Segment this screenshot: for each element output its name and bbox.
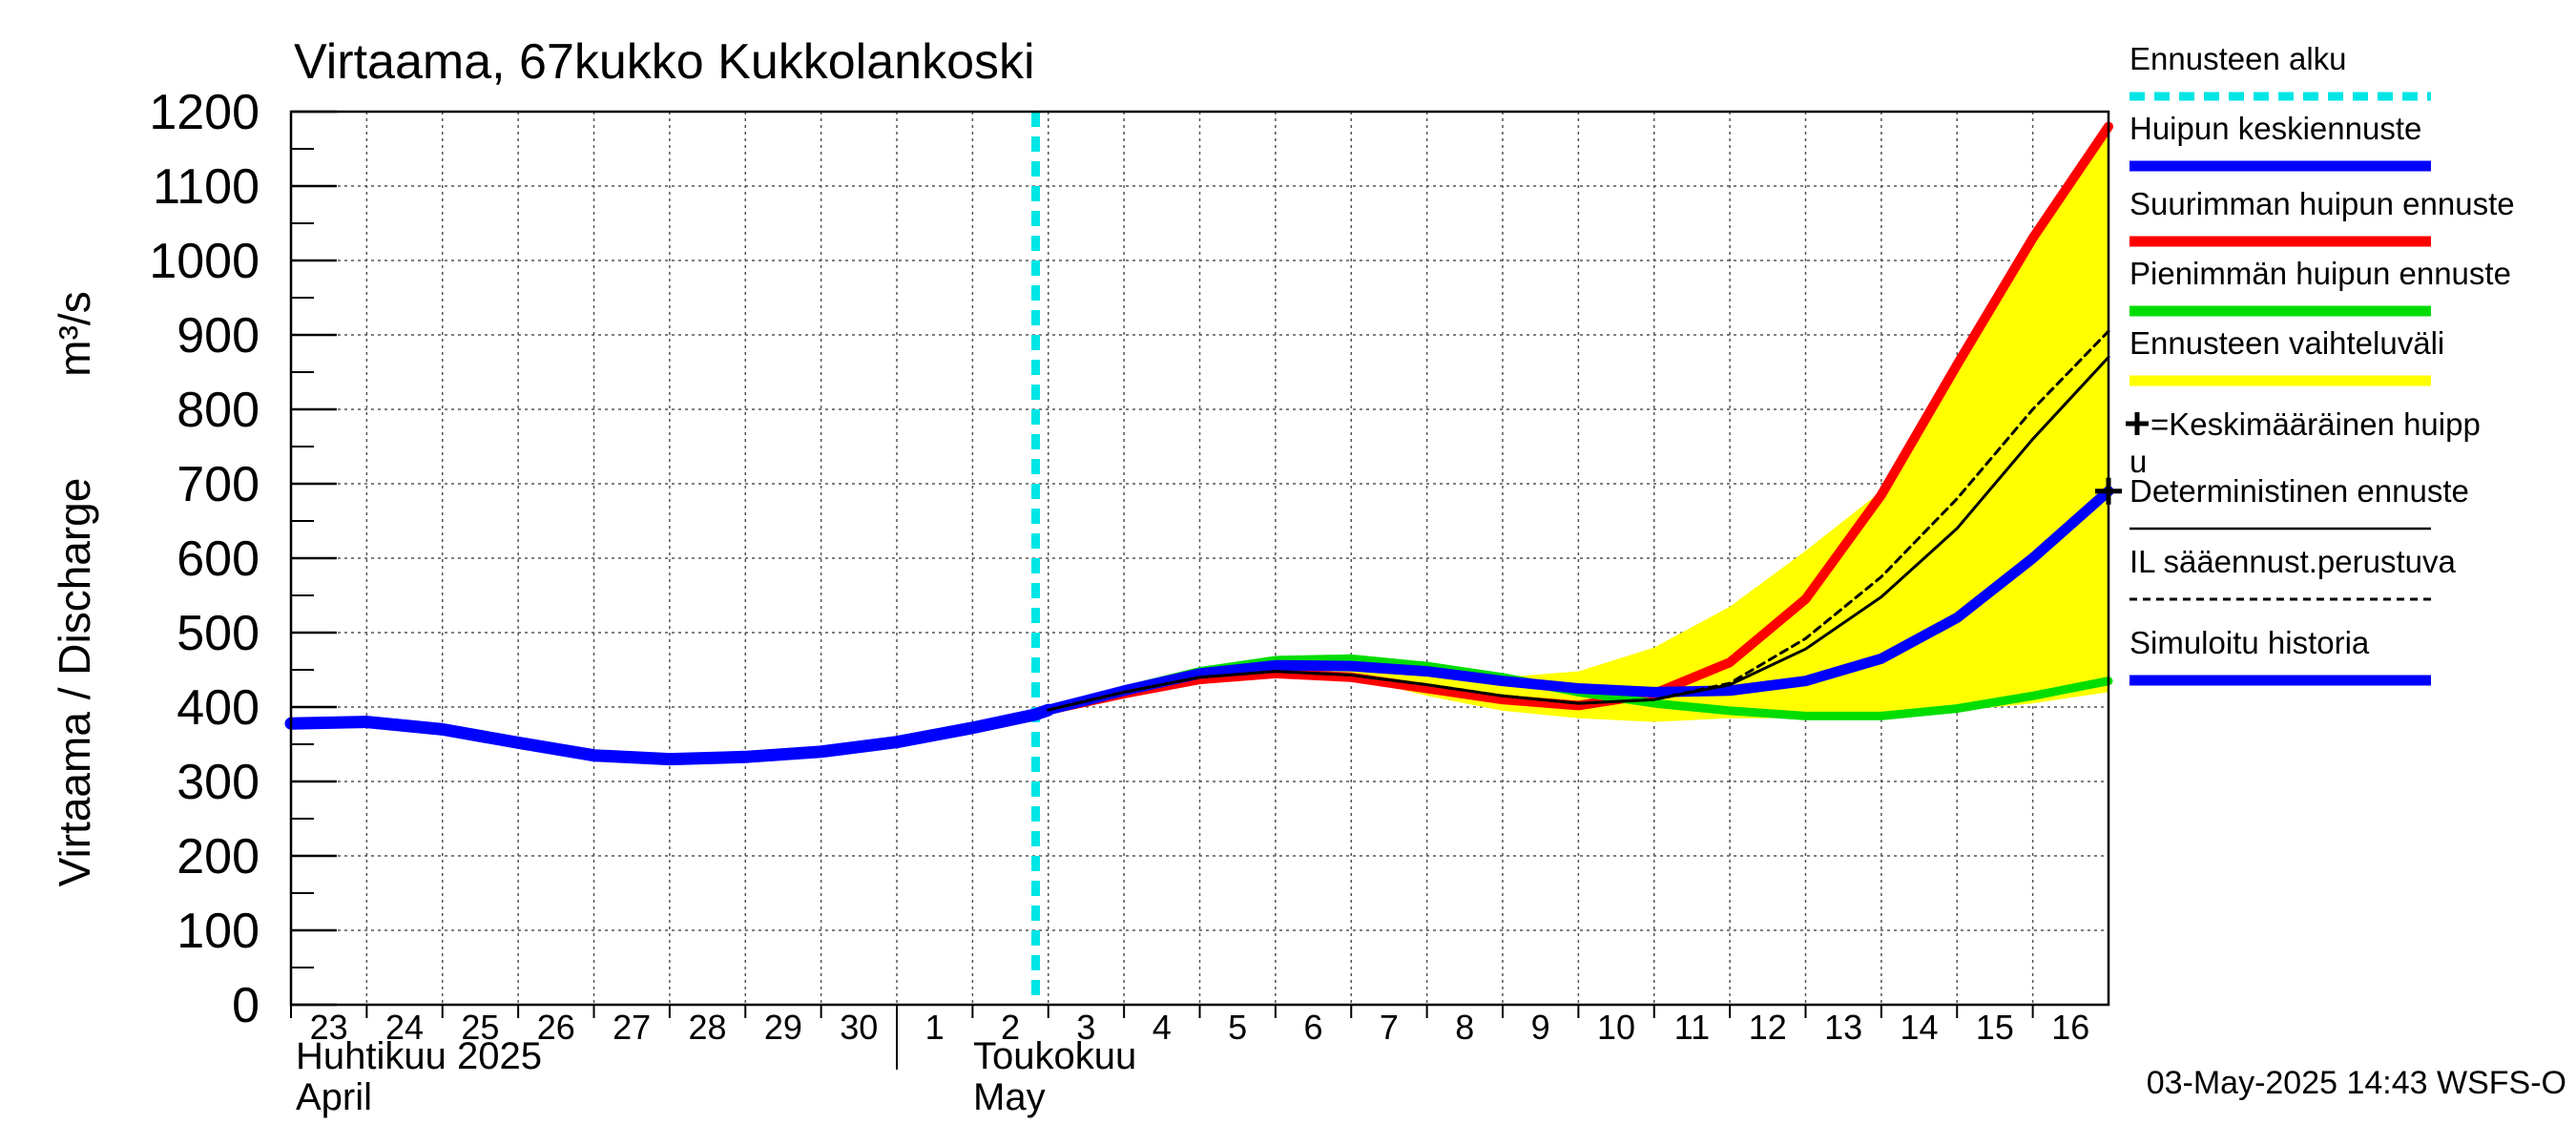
y-axis-label: Virtaama / Discharge bbox=[50, 478, 99, 887]
legend-label: IL sääennust.perustuva bbox=[2129, 544, 2456, 579]
x-tick-label: 14 bbox=[1901, 1008, 1939, 1047]
legend-label: Ennusteen vaihteluväli bbox=[2129, 325, 2444, 361]
x-tick-label: 1 bbox=[925, 1008, 945, 1047]
y-tick-label: 100 bbox=[177, 904, 260, 959]
x-tick-label: 13 bbox=[1824, 1008, 1862, 1047]
y-tick-label: 0 bbox=[232, 978, 260, 1033]
series-line-il-saaennust-perustuva bbox=[1047, 329, 2110, 712]
y-tick-label: 200 bbox=[177, 829, 260, 885]
y-tick-label: 1100 bbox=[153, 159, 260, 215]
x-tick-label: 9 bbox=[1531, 1008, 1550, 1047]
x-tick-label: 15 bbox=[1976, 1008, 2014, 1047]
y-tick-label: 800 bbox=[177, 383, 260, 438]
series-line-simuloitu-historia bbox=[284, 703, 1055, 766]
x-tick-label: 4 bbox=[1153, 1008, 1172, 1047]
x-tick-label: 30 bbox=[840, 1008, 878, 1047]
x-tick-label: 6 bbox=[1304, 1008, 1323, 1047]
legend-label-continuation: u bbox=[2129, 444, 2147, 479]
y-tick-label: 500 bbox=[177, 606, 260, 661]
month-label-fi: Huhtikuu 2025 bbox=[296, 1035, 542, 1077]
y-tick-label: 400 bbox=[177, 680, 260, 736]
series-lines bbox=[284, 112, 2122, 1005]
x-tick-label: 2 bbox=[1001, 1008, 1020, 1047]
legend-label: Suurimman huipun ennuste bbox=[2129, 186, 2515, 221]
x-tick-label: 26 bbox=[537, 1008, 575, 1047]
y-tick-label: 1000 bbox=[149, 234, 260, 289]
legend-label: Pienimmän huipun ennuste bbox=[2129, 256, 2511, 291]
forecast-range-band bbox=[1048, 126, 2109, 722]
legend-label: Ennusteen alku bbox=[2129, 41, 2347, 76]
y-tick-label: 600 bbox=[177, 531, 260, 587]
x-tick-label: 23 bbox=[310, 1008, 348, 1047]
x-tick-label: 16 bbox=[2051, 1008, 2089, 1047]
x-tick-label: 29 bbox=[764, 1008, 802, 1047]
y-tick-label: 1200 bbox=[149, 85, 260, 140]
x-tick-label: 7 bbox=[1380, 1008, 1399, 1047]
x-tick-label: 24 bbox=[385, 1008, 424, 1047]
legend-label: Huipun keskiennuste bbox=[2129, 111, 2421, 146]
legend-marker-symbol bbox=[2126, 412, 2149, 435]
x-tick-label: 8 bbox=[1455, 1008, 1474, 1047]
y-tick-label: 300 bbox=[177, 755, 260, 810]
y-tick-label: 900 bbox=[177, 308, 260, 364]
x-tick-label: 28 bbox=[689, 1008, 727, 1047]
series-line-huipun-keskiennuste bbox=[1043, 486, 2114, 716]
x-tick-label: 5 bbox=[1228, 1008, 1247, 1047]
x-axis: 23 24 25 26 27 28 29 30 1 2 3 4 5 6 7 8 9 10 11 12 13 14 15 16H… bbox=[290, 1005, 2089, 1118]
legend-label: =Keskimääräinen huipp bbox=[2150, 406, 2481, 442]
y-axis-unit: m³/s bbox=[50, 291, 99, 376]
month-label-en: April bbox=[296, 1076, 372, 1118]
y-axis: 0 100 200 300 400 500 600 700 800 900 1000 1100 1200 bbox=[149, 85, 337, 1033]
x-tick-label: 12 bbox=[1749, 1008, 1787, 1047]
chart-title: Virtaama, 67kukko Kukkolankoski bbox=[294, 34, 1035, 90]
month-label-en: May bbox=[973, 1076, 1046, 1118]
month-label-fi: Toukokuu bbox=[973, 1035, 1136, 1077]
forecast-range-area bbox=[1048, 126, 2109, 722]
timestamp: 03-May-2025 14:43 WSFS-O bbox=[2147, 1065, 2566, 1101]
x-tick-label: 3 bbox=[1076, 1008, 1095, 1047]
series-line-suurimman-huipun-ennuste bbox=[1043, 121, 2113, 716]
x-tick-label: 25 bbox=[461, 1008, 499, 1047]
legend-label: Simuloitu historia bbox=[2129, 625, 2370, 660]
x-tick-label: 27 bbox=[613, 1008, 651, 1047]
legend-label: Deterministinen ennuste bbox=[2129, 473, 2469, 509]
y-tick-label: 700 bbox=[177, 457, 260, 512]
legend: Ennusteen alku Huipun keskiennuste Suurimm… bbox=[2126, 41, 2515, 686]
x-tick-label: 11 bbox=[1674, 1008, 1710, 1047]
x-tick-label: 10 bbox=[1597, 1008, 1635, 1047]
